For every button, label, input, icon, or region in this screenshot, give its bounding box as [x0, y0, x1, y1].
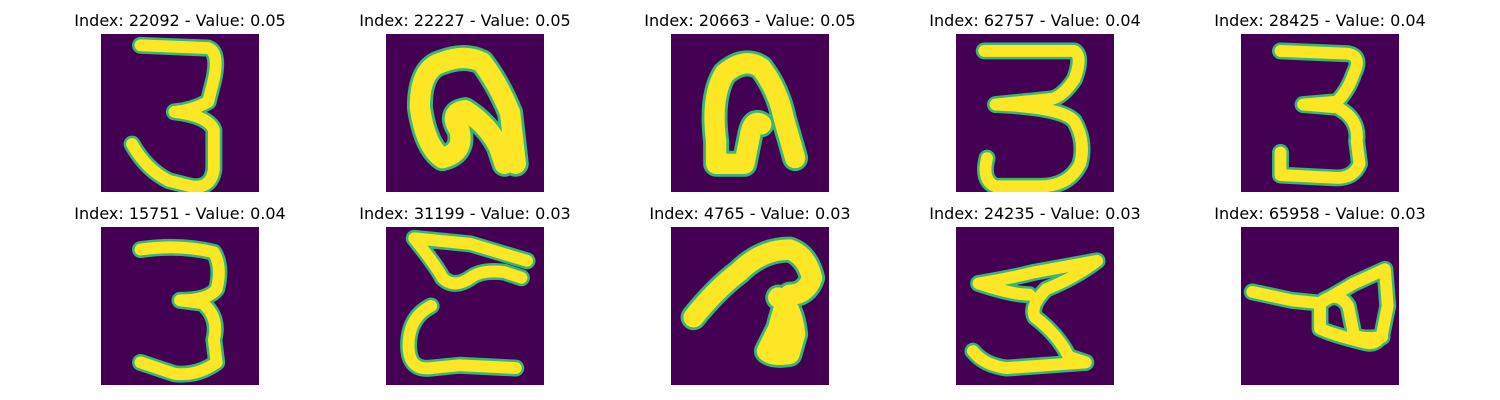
- digit-stroke: [402, 232, 533, 375]
- digit-stroke: [683, 239, 823, 366]
- digit-image: [101, 34, 259, 192]
- digit-stroke: [1246, 263, 1394, 350]
- digit-image: [386, 34, 544, 192]
- digit-image: [101, 227, 259, 385]
- panel-title: Index: 20663 - Value: 0.05: [644, 11, 856, 30]
- panel-title: Index: 4765 - Value: 0.03: [649, 204, 851, 223]
- digit-stroke: [967, 254, 1103, 374]
- digit-image: [671, 227, 829, 385]
- panel-title: Index: 31199 - Value: 0.03: [359, 204, 571, 223]
- panel-title: Index: 22092 - Value: 0.05: [74, 11, 286, 30]
- digit-stroke: [978, 45, 1088, 192]
- digit-stroke: [134, 241, 225, 381]
- digit-image: [386, 227, 544, 385]
- panel-title: Index: 15751 - Value: 0.04: [74, 204, 286, 223]
- digit-image: [1241, 34, 1399, 192]
- panel-title: Index: 65958 - Value: 0.03: [1214, 204, 1426, 223]
- digit-stroke: [1274, 45, 1366, 184]
- panel-title: Index: 62757 - Value: 0.04: [929, 11, 1141, 30]
- digit-image: [1241, 227, 1399, 385]
- digit-stroke: [409, 47, 526, 174]
- digit-image: [671, 34, 829, 192]
- digit-stroke: [126, 39, 222, 192]
- digit-stroke: [704, 53, 806, 174]
- digit-image: [956, 227, 1114, 385]
- panel-title: Index: 22227 - Value: 0.05: [359, 11, 571, 30]
- panel-title: Index: 28425 - Value: 0.04: [1214, 11, 1426, 30]
- panel-title: Index: 24235 - Value: 0.03: [929, 204, 1141, 223]
- digit-image: [956, 34, 1114, 192]
